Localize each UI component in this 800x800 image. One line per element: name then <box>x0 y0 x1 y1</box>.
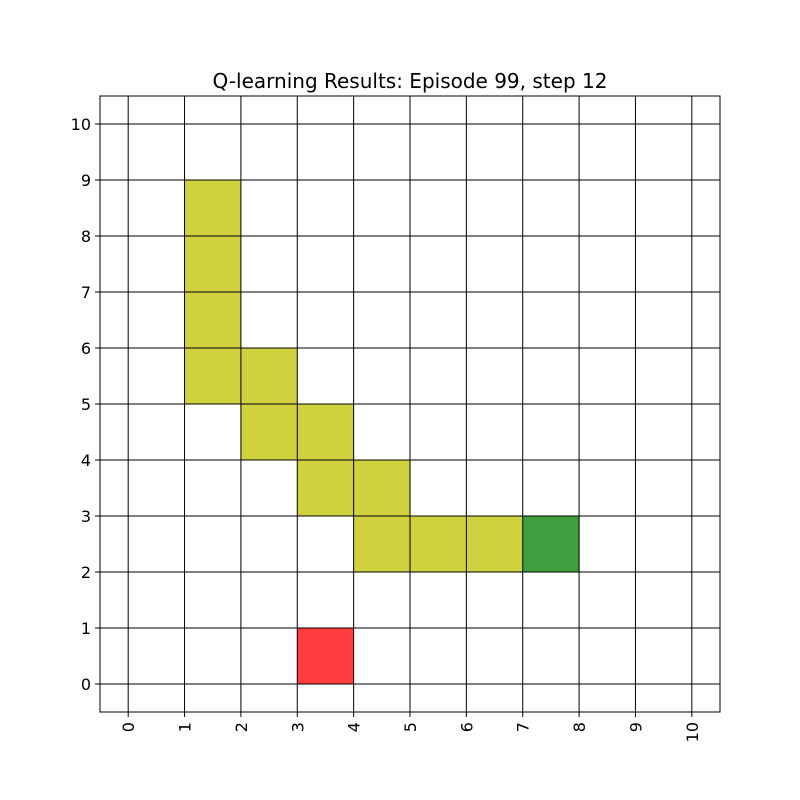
y-tick-label: 3 <box>81 507 91 526</box>
x-tick-label: 10 <box>683 722 702 742</box>
path-cell <box>184 292 241 348</box>
goal-cell <box>522 516 580 572</box>
path-cell <box>353 460 410 516</box>
y-tick-label: 10 <box>71 115 91 134</box>
path-cell <box>184 348 241 404</box>
path-cell <box>297 404 354 460</box>
path-cell <box>466 516 523 572</box>
plot-frame <box>99 95 721 713</box>
path-cell <box>184 180 241 236</box>
path-cell <box>240 348 298 404</box>
x-tick-label: 5 <box>401 722 420 732</box>
ticks-layer: 0 1 2 3 4 5 6 7 8 9 10 0 1 2 3 4 5 6 7 8 9 10 <box>71 115 702 742</box>
path-cell <box>297 460 354 516</box>
y-tick-label: 7 <box>81 283 91 302</box>
start-cell <box>297 628 354 684</box>
path-cell <box>240 404 298 460</box>
x-tick-label: 6 <box>457 722 476 732</box>
y-tick-label: 0 <box>81 675 91 694</box>
grid-layer <box>100 96 720 712</box>
y-tick-label: 8 <box>81 227 91 246</box>
x-tick-label: 8 <box>570 722 589 732</box>
path-cell <box>410 516 467 572</box>
y-tick-label: 9 <box>81 171 91 190</box>
y-tick-label: 4 <box>81 451 91 470</box>
y-tick-label: 6 <box>81 339 91 358</box>
path-cell <box>184 236 241 292</box>
path-cell <box>353 516 410 572</box>
chart-title: Q-learning Results: Episode 99, step 12 <box>213 69 608 93</box>
x-tick-label: 9 <box>626 722 645 732</box>
x-tick-label: 0 <box>119 722 138 732</box>
x-tick-label: 3 <box>288 722 307 732</box>
y-tick-label: 1 <box>81 619 91 638</box>
y-tick-label: 5 <box>81 395 91 414</box>
y-tick-label: 2 <box>81 563 91 582</box>
cells-layer <box>184 180 580 684</box>
x-tick-label: 2 <box>232 722 251 732</box>
x-tick-label: 1 <box>176 722 195 732</box>
x-tick-label: 4 <box>345 722 364 732</box>
x-tick-label: 7 <box>514 722 533 732</box>
